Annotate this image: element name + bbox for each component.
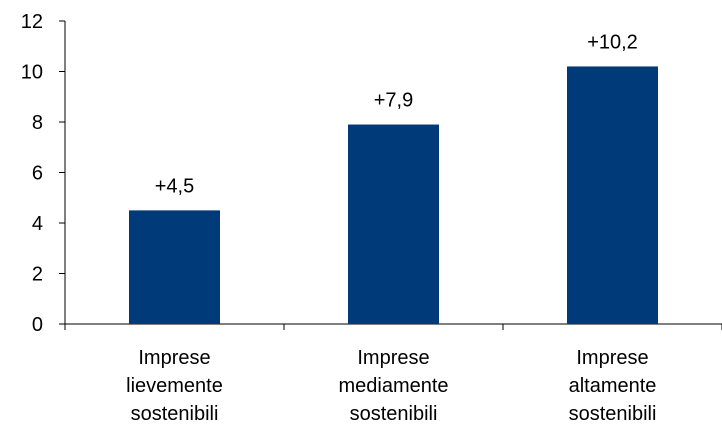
bars [129, 66, 658, 325]
x-tick-label-line: Imprese [576, 347, 648, 369]
y-tick-label: 6 [32, 163, 43, 185]
x-tick-label-line: sostenibili [350, 403, 438, 425]
x-tick-labels: Imprese lievemente sostenibili Imprese media… [126, 347, 656, 425]
data-label: +10,2 [587, 31, 638, 53]
x-tick-label-line: lievemente [126, 375, 223, 397]
bar [567, 66, 658, 324]
data-label: +7,9 [374, 90, 413, 112]
x-tick-label-line: mediamente [338, 375, 448, 397]
bar [348, 124, 439, 325]
x-tick-label: Imprese mediamente sostenibili [338, 347, 448, 425]
y-tick-label: 10 [21, 62, 43, 84]
y-tick-label: 8 [32, 112, 43, 134]
x-tick-label-line: sostenibili [131, 403, 219, 425]
y-tick-label: 0 [32, 314, 43, 336]
x-tick-label-line: Imprese [357, 347, 429, 369]
data-label: +4,5 [155, 175, 194, 197]
y-tick-label: 2 [32, 264, 43, 286]
x-tick-label-line: Imprese [138, 347, 210, 369]
y-tick-label: 12 [21, 11, 43, 33]
x-tick-label: Imprese lievemente sostenibili [126, 347, 223, 425]
x-tick-label: Imprese altamente sostenibili [569, 347, 657, 425]
x-tick-label-line: altamente [569, 375, 657, 397]
x-tick-label-line: sostenibili [569, 403, 657, 425]
bar [129, 210, 220, 324]
data-labels: +4,5 +7,9 +10,2 [155, 31, 638, 197]
y-tick-labels: 0 2 4 6 8 10 12 [21, 11, 43, 336]
y-tick-label: 4 [32, 213, 43, 235]
